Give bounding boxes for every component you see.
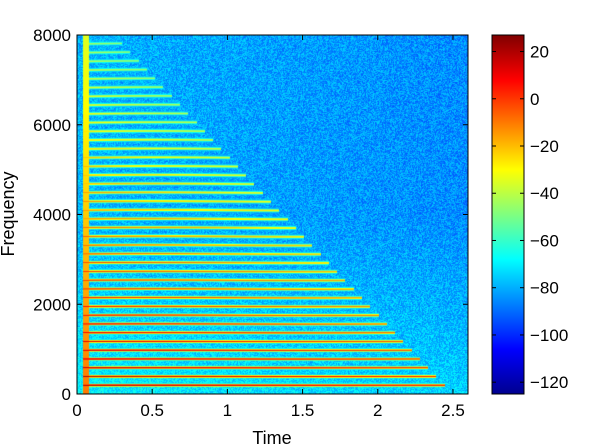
colorbar-ticks: 20 0 −20 −40 −60 −80 −100 −120	[492, 43, 568, 392]
x-tick-label: 2.5	[441, 401, 465, 420]
y-tick-label: 4000	[33, 206, 71, 225]
colorbar-tick-label: −40	[530, 184, 559, 203]
colorbar-tick-label: 20	[530, 43, 549, 62]
y-tick-label: 2000	[33, 295, 71, 314]
y-axis: 0 2000 4000 6000 8000	[33, 26, 468, 404]
x-tick-label: 2	[373, 401, 382, 420]
colorbar-tick-label: −120	[530, 373, 568, 392]
colorbar-tick-label: −20	[530, 137, 559, 156]
y-axis-label: Frequency	[0, 171, 18, 256]
x-axis: 0 0.5 1 1.5 2 2.5	[72, 35, 465, 420]
colorbar-tick-label: −60	[530, 231, 559, 250]
y-tick-label: 6000	[33, 116, 71, 135]
x-axis-label: Time	[252, 428, 291, 444]
colorbar-tick-label: −100	[530, 326, 568, 345]
colorbar: 20 0 −20 −40 −60 −80 −100 −120	[491, 34, 568, 395]
colorbar-tick-label: −80	[530, 279, 559, 298]
colorbar-gradient	[491, 34, 525, 395]
colorbar-tick-label: 0	[530, 90, 539, 109]
y-tick-label: 8000	[33, 26, 71, 45]
x-tick-label: 1.5	[291, 401, 315, 420]
spectrogram-image	[77, 35, 468, 394]
spectrogram-heatmap	[76, 34, 469, 395]
x-tick-label: 1	[223, 401, 232, 420]
y-tick-label: 0	[62, 385, 71, 404]
x-tick-label: 0.5	[140, 401, 164, 420]
x-tick-label: 0	[72, 401, 81, 420]
